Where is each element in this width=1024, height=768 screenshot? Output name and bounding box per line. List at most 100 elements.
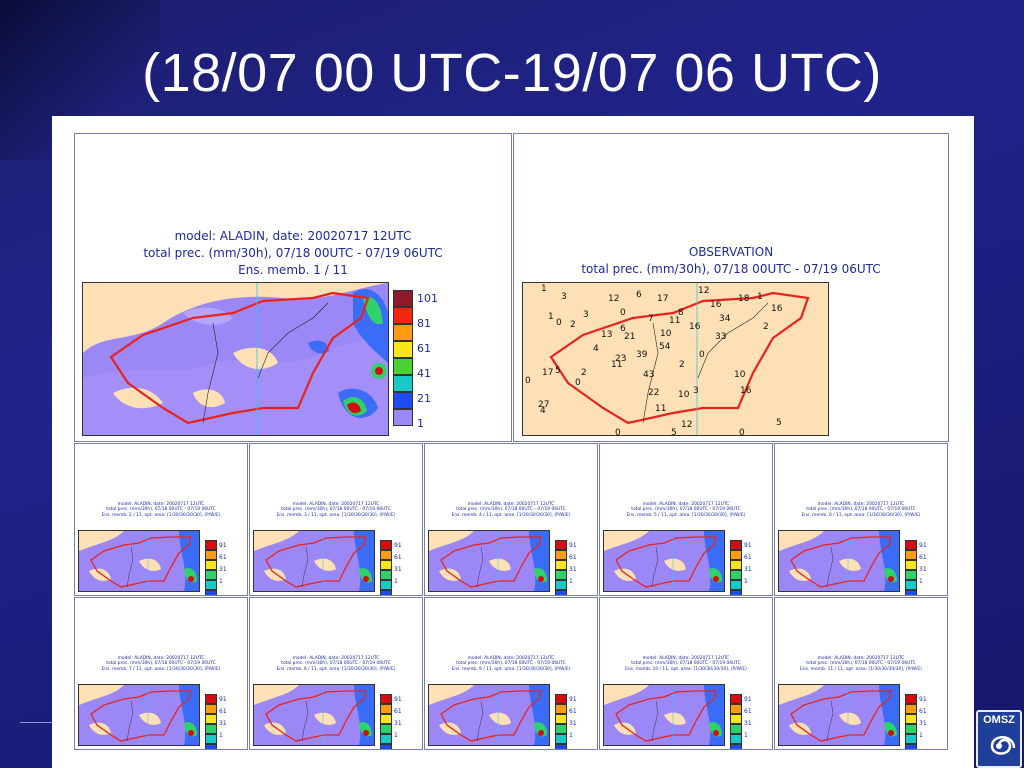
observation-value: 11 xyxy=(611,360,622,370)
member-legend-label: 1 xyxy=(919,732,923,739)
ensemble-member-panel: model: ALADIN, date: 20020717 12UTC total… xyxy=(249,597,423,750)
model-panel-title: model: ALADIN, date: 20020717 12UTC tota… xyxy=(75,228,511,279)
member-title-line2: total prec. (mm/30h), 07/18 00UTC - 07/1… xyxy=(631,507,741,513)
observation-value: 22 xyxy=(648,388,659,398)
ensemble-member-panel: model: ALADIN, date: 20020717 12UTC total… xyxy=(74,443,248,596)
member-title-line2: total prec. (mm/30h), 07/18 00UTC - 07/1… xyxy=(106,507,216,513)
member-title-line3: Ens. memb. 2 / 11, opt. area: [1/30/30/3… xyxy=(101,512,221,518)
member-title-line1: model: ALADIN, date: 20020717 12UTC xyxy=(467,656,555,661)
member-precip-map xyxy=(428,530,550,592)
member-title-line3: Ens. memb. 8 / 11, opt. area: [1/30/30/3… xyxy=(276,666,396,672)
observation-value: 2 xyxy=(763,322,769,332)
observation-value: 1 xyxy=(541,284,547,294)
member-title: model: ALADIN, date: 20020717 12UTC total… xyxy=(75,502,247,518)
observation-value: 0 xyxy=(525,376,531,386)
member-precip-map xyxy=(253,530,375,592)
observation-value: 5 xyxy=(555,366,561,376)
observation-value: 39 xyxy=(636,350,648,360)
observation-value: 54 xyxy=(659,342,671,352)
member-legend-label: 91 xyxy=(569,542,577,549)
member-legend-label: 61 xyxy=(394,554,402,561)
observation-value: 33 xyxy=(715,332,726,342)
observation-value: 10 xyxy=(660,329,672,339)
member-precip-map xyxy=(78,530,200,592)
model-title-line3: Ens. memb. 1 / 11 xyxy=(238,263,348,277)
member-legend-label: 91 xyxy=(919,542,927,549)
member-title-line2: total prec. (mm/30h), 07/18 00UTC - 07/1… xyxy=(106,661,216,667)
ensemble-member-panel: model: ALADIN, date: 20020717 12UTC total… xyxy=(774,443,948,596)
observation-value: 16 xyxy=(740,386,752,396)
member-title-line1: model: ALADIN, date: 20020717 12UTC xyxy=(817,502,905,507)
ensemble-member-panel: model: ALADIN, date: 20020717 12UTC total… xyxy=(74,597,248,750)
member-legend-label: 61 xyxy=(744,554,752,561)
observation-value: 4 xyxy=(593,344,599,354)
member-title-line1: model: ALADIN, date: 20020717 12UTC xyxy=(292,656,380,661)
model-title-line1: model: ALADIN, date: 20020717 12UTC xyxy=(174,229,412,243)
observation-value: 3 xyxy=(693,386,699,396)
model-legend xyxy=(393,290,413,426)
observation-value: 12 xyxy=(698,286,709,296)
observation-value: 17 xyxy=(657,294,668,304)
member-legend-label: 61 xyxy=(219,554,227,561)
observation-value: 11 xyxy=(655,404,666,414)
observation-value: 16 xyxy=(710,300,722,310)
member-legend xyxy=(905,540,917,595)
member-precip-map xyxy=(778,530,900,592)
member-title-line3: Ens. memb. 9 / 11, opt. area: [1/30/30/3… xyxy=(451,666,571,672)
member-legend-label: 91 xyxy=(219,542,227,549)
member-legend-label: 91 xyxy=(394,696,402,703)
slide-divider xyxy=(20,722,60,723)
observation-value: 10 xyxy=(734,370,746,380)
member-title-line2: total prec. (mm/30h), 07/18 00UTC - 07/1… xyxy=(631,661,741,667)
member-legend-label: 61 xyxy=(919,554,927,561)
member-legend xyxy=(205,540,217,595)
observation-value: 0 xyxy=(739,428,745,436)
model-legend-label-101: 101 xyxy=(417,292,438,305)
member-legend-label: 91 xyxy=(744,696,752,703)
member-title-line1: model: ALADIN, date: 20020717 12UTC xyxy=(467,502,555,507)
member-title: model: ALADIN, date: 20020717 12UTC total… xyxy=(775,502,947,518)
member-precip-map xyxy=(253,684,375,746)
member-title-line3: Ens. memb. 6 / 11, opt. area: [1/30/30/3… xyxy=(801,512,921,518)
observation-value: 2 xyxy=(581,368,587,378)
member-legend-label: 61 xyxy=(219,708,227,715)
ensemble-member-panel: model: ALADIN, date: 20020717 12UTC total… xyxy=(424,597,598,750)
member-title-line2: total prec. (mm/30h), 07/18 00UTC - 07/1… xyxy=(456,661,566,667)
model-legend-label-1: 1 xyxy=(417,417,424,430)
observation-value: 3 xyxy=(561,292,567,302)
member-title-line1: model: ALADIN, date: 20020717 12UTC xyxy=(642,656,730,661)
observation-value: 0 xyxy=(699,350,705,360)
member-title: model: ALADIN, date: 20020717 12UTC total… xyxy=(75,656,247,672)
member-legend-label: 91 xyxy=(219,696,227,703)
member-title-line3: Ens. memb. 11 / 11, opt. area: [1/30/30/… xyxy=(800,666,922,672)
member-legend xyxy=(555,540,567,595)
observation-value: 0 xyxy=(615,428,621,436)
observation-value: 1 xyxy=(757,292,763,302)
observation-value: 0 xyxy=(575,378,581,388)
observation-title-line2: total prec. (mm/30h), 07/18 00UTC - 07/1… xyxy=(581,262,881,276)
member-legend-label: 31 xyxy=(569,720,577,727)
figure-area: model: ALADIN, date: 20020717 12UTC tota… xyxy=(52,116,974,768)
member-legend-label: 61 xyxy=(569,708,577,715)
observation-title-line1: OBSERVATION xyxy=(688,245,774,259)
observation-value: 0 xyxy=(620,308,626,318)
member-precip-map xyxy=(78,684,200,746)
member-legend xyxy=(905,694,917,749)
observation-value: 43 xyxy=(643,370,654,380)
member-legend-label: 91 xyxy=(919,696,927,703)
member-title-line2: total prec. (mm/30h), 07/18 00UTC - 07/1… xyxy=(281,661,391,667)
model-title-line2: total prec. (mm/30h), 07/18 00UTC - 07/1… xyxy=(143,246,443,260)
observation-value: 6 xyxy=(636,290,642,300)
observation-value: 6 xyxy=(620,324,626,334)
member-precip-map xyxy=(603,684,725,746)
member-legend xyxy=(730,540,742,595)
model-legend-label-61: 61 xyxy=(417,342,431,355)
member-title: model: ALADIN, date: 20020717 12UTC total… xyxy=(425,502,597,518)
observation-value: 5 xyxy=(776,418,782,428)
member-legend-label: 1 xyxy=(219,578,223,585)
member-title-line1: model: ALADIN, date: 20020717 12UTC xyxy=(292,502,380,507)
observation-value: 13 xyxy=(601,330,612,340)
observation-value: 12 xyxy=(608,294,619,304)
member-title-line2: total prec. (mm/30h), 07/18 00UTC - 07/1… xyxy=(281,507,391,513)
member-legend xyxy=(380,540,392,595)
